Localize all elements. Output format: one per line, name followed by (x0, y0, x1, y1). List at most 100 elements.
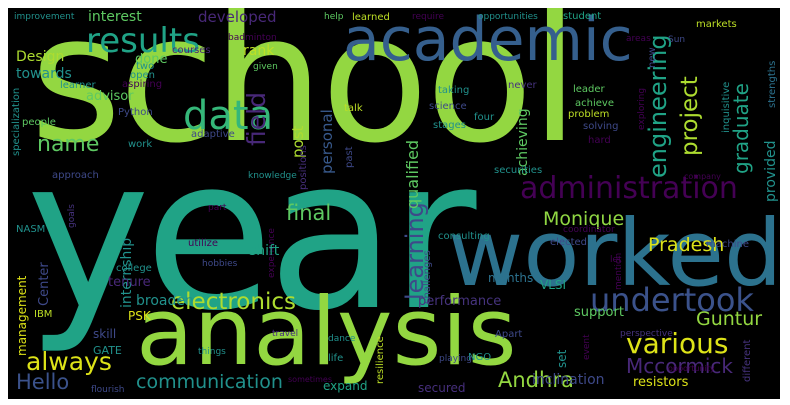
word-personal: personal (318, 109, 336, 174)
word-markets: markets (696, 19, 737, 30)
word-guntur: Guntur (696, 308, 763, 330)
word-adaptive: adaptive (191, 129, 235, 140)
word-learned: learned (352, 12, 390, 23)
word-coordinator: coordinator (563, 225, 615, 235)
word-securities: securities (494, 165, 543, 176)
word-part: part (208, 203, 227, 213)
word-knowledge: knowledge (248, 171, 297, 181)
word-apart: Apart (495, 329, 523, 340)
word-expand: expand (323, 379, 368, 393)
word-work: work (128, 139, 153, 150)
word-new: new (647, 47, 658, 68)
word-leader: leader (573, 84, 605, 95)
word-worked: worked (448, 200, 780, 307)
word-past: past (344, 146, 355, 168)
word-student: student (563, 11, 602, 22)
word-andhra: Andhra (498, 368, 574, 392)
word-stages: stages (433, 120, 466, 131)
word-interest: interest (88, 9, 142, 25)
word-vlsi: VLSI (540, 278, 567, 292)
word-solving: solving (583, 121, 619, 132)
word-perspective: perspective (620, 329, 673, 339)
word-given: given (253, 62, 278, 72)
word-school: school (30, 8, 579, 182)
word-cloud: school year worked analysis academic res… (8, 8, 780, 399)
word-academic: academic (343, 8, 633, 75)
word-event: event (582, 334, 592, 360)
word-broaden: broaden (136, 293, 194, 309)
word-utilize: utilize (188, 238, 218, 249)
word-done: done (135, 52, 168, 67)
word-science: science (429, 101, 467, 112)
word-provided: provided (763, 140, 779, 202)
word-ibm: IBM (34, 309, 53, 320)
word-electronics: electronics (171, 289, 296, 315)
word-secured: secured (418, 381, 466, 395)
word-badminton: badminton (228, 33, 277, 43)
word-people: people (22, 117, 56, 128)
word-towards: towards (16, 66, 72, 82)
word-things: things (198, 347, 226, 357)
word-talk: talk (344, 103, 363, 114)
word-gate: GATE (93, 344, 122, 357)
word-results: results (86, 21, 200, 61)
word-design: Design (16, 49, 65, 65)
word-tenure: tenure (108, 275, 151, 290)
word-year: year (26, 112, 477, 357)
word-machine: machine (706, 239, 749, 250)
word-aspiring: aspiring (122, 79, 163, 90)
word-set: set (555, 349, 569, 368)
word-months: months (488, 271, 534, 285)
word-developed: developed (198, 8, 277, 26)
word-achieve: achieve (575, 98, 614, 109)
word-open: open (130, 70, 155, 81)
word-help: help (324, 12, 344, 22)
word-resistors: resistors (633, 375, 689, 390)
word-problem: problem (568, 109, 610, 120)
word-center: Center (37, 262, 52, 306)
word-inclination: inclination (532, 372, 605, 388)
word-resilience: resilience (375, 336, 386, 384)
word-college: college (116, 263, 152, 274)
word-data: data (183, 93, 274, 139)
word-advisor: advisor (86, 89, 134, 104)
word-python: Python (118, 107, 153, 118)
word-hobbies: hobbies (202, 259, 238, 269)
word-specialization: specialization (11, 87, 22, 156)
word-hard: hard (588, 135, 611, 146)
word-support: support (574, 305, 624, 320)
word-ngo: NGO (468, 352, 492, 363)
word-courses: courses (172, 45, 211, 56)
word-two: two (136, 61, 155, 72)
word-skill: skill (93, 327, 117, 341)
word-consulting: consulting (438, 231, 490, 242)
word-project: project (677, 76, 703, 156)
word-let: let (610, 255, 622, 265)
word-areas: areas (626, 34, 651, 44)
word-analysis: analysis (136, 278, 517, 387)
word-company: company (684, 172, 721, 181)
word-different: different (742, 339, 753, 382)
word-field: field (242, 92, 271, 146)
word-monique: Monique (543, 208, 625, 230)
word-exploring: exploring (637, 87, 647, 130)
word-hello: Hello (16, 370, 70, 394)
word-sometimes: sometimes (288, 375, 333, 384)
word-approach: approach (52, 170, 99, 181)
word-never: never (508, 80, 537, 91)
word-positions: positions (298, 145, 309, 190)
word-mccormick: Mccormick (626, 354, 733, 378)
word-taking: taking (438, 85, 470, 96)
word-qualified: qualified (403, 139, 422, 209)
word-nasm: NASM (16, 224, 46, 235)
word-graduate: graduate (729, 83, 753, 174)
word-elected: elected (550, 237, 588, 248)
word-various: various (626, 327, 729, 360)
word-administration: administration (520, 171, 738, 206)
word-goals: goals (67, 204, 77, 228)
word-psk: PSK (128, 309, 151, 323)
word-flourish: flourish (91, 385, 125, 395)
word-management: management (15, 275, 29, 356)
word-performance: performance (418, 294, 502, 309)
word-life: life (328, 353, 344, 364)
